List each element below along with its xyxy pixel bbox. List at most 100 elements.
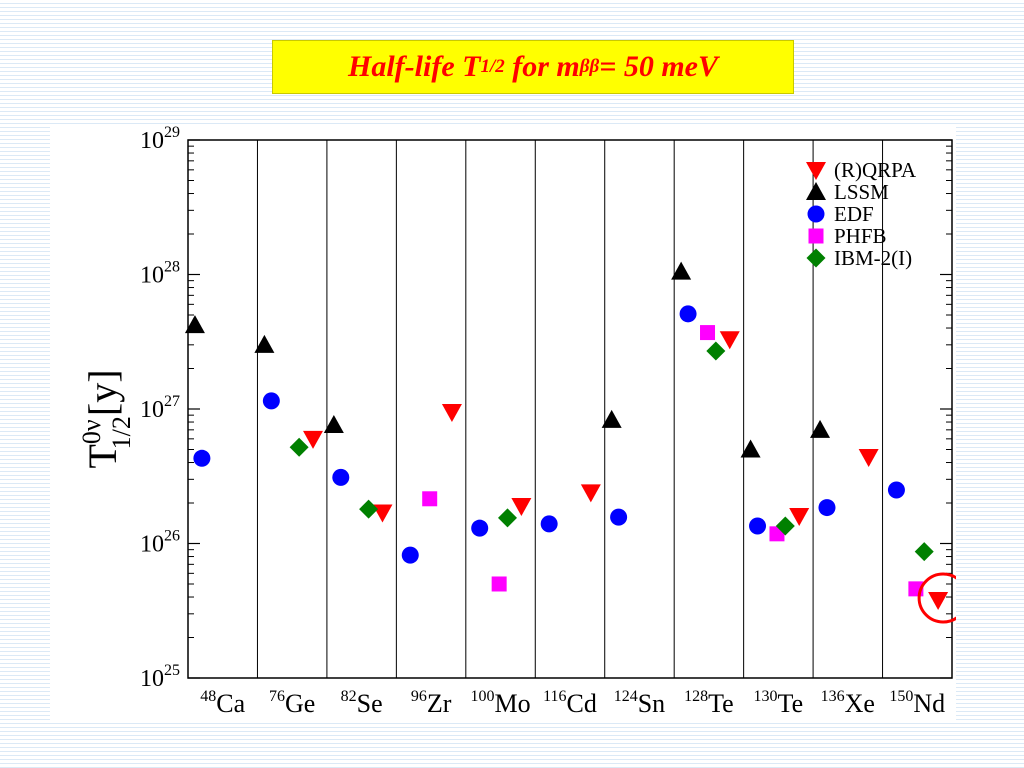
x-tick-mass: 124 — [614, 688, 638, 705]
plot-frame — [187, 139, 953, 679]
data-point — [671, 261, 692, 280]
data-point — [422, 491, 438, 507]
y-tick-exponent: 25 — [164, 662, 180, 679]
y-tick-exponent: 29 — [164, 124, 180, 141]
y-tick-base: 10 — [140, 397, 164, 423]
legend-marker — [806, 182, 826, 200]
x-tick-label: 76Ge — [269, 688, 315, 718]
x-tick-mass: 128 — [684, 688, 708, 705]
data-point — [679, 305, 697, 323]
y-tick-base: 10 — [140, 128, 164, 154]
y-tick-exponent: 28 — [164, 259, 180, 276]
data-point — [303, 430, 324, 449]
category-separators — [256, 140, 884, 678]
y-tick-base: 10 — [140, 263, 164, 289]
y-tick-exponent: 26 — [164, 528, 180, 545]
data-point — [254, 334, 275, 353]
data-point — [887, 481, 905, 499]
chart-panel: 1025 1026 1027 1028 1029 48Ca 76Ge 82Se 96Zr 100… — [50, 124, 956, 722]
y-tick-base: 10 — [140, 666, 164, 692]
data-point — [497, 508, 517, 528]
data-point — [601, 409, 622, 428]
x-tick-label: 96Zr — [411, 688, 452, 718]
y-axis-title: T0ν1/2[y] — [77, 369, 136, 468]
legend-marker — [806, 162, 826, 180]
y-axis-label: T0ν1/2[y] — [77, 369, 136, 468]
y-label-base: T — [80, 444, 125, 468]
title-subscript-beta: ββ — [579, 56, 600, 77]
x-tick-symbol: Nd — [913, 689, 945, 718]
data-point — [401, 546, 419, 564]
x-tick-symbol: Cd — [567, 689, 597, 718]
title-main: Half-life T — [348, 50, 481, 83]
data-point — [511, 498, 532, 517]
x-tick-label: 82Se — [341, 688, 383, 718]
data-point — [540, 515, 558, 533]
title-mid: for m — [504, 50, 580, 83]
legend-label: EDF — [834, 202, 874, 226]
legend-label: IBM-2(I) — [834, 246, 912, 270]
x-tick-labels: 48Ca 76Ge 82Se 96Zr 100Mo 116Cd 124Sn 128 Te 130T… — [200, 688, 945, 718]
data-point — [928, 592, 949, 611]
x-tick-label: 124Sn — [614, 688, 665, 718]
y-tick-label: 1027 — [140, 393, 180, 423]
data-point — [184, 315, 205, 334]
annotation — [917, 572, 956, 624]
data-point — [749, 517, 767, 535]
data-point — [580, 484, 601, 503]
y-label-subscript: 1/2 — [107, 416, 136, 449]
data-point — [610, 508, 628, 526]
data-point — [858, 448, 879, 467]
x-tick-mass: 76 — [269, 688, 285, 705]
data-point — [719, 331, 740, 350]
x-tick-label: 130Te — [754, 688, 804, 718]
data-point — [193, 449, 211, 467]
data-markers — [184, 261, 949, 611]
data-point — [706, 341, 726, 361]
x-tick-mass: 116 — [543, 688, 566, 705]
y-tick-label: 1026 — [140, 528, 180, 558]
y-tick-label: 1025 — [140, 662, 180, 692]
y-tick-label: 1028 — [140, 259, 180, 289]
x-tick-symbol: Xe — [845, 689, 875, 718]
x-tick-symbol: Ge — [285, 689, 315, 718]
data-point — [700, 325, 716, 341]
data-point — [775, 516, 795, 536]
x-tick-symbol: Ca — [216, 689, 245, 718]
legend-marker — [808, 228, 824, 244]
x-tick-symbol: Zr — [427, 689, 452, 718]
x-tick-mass: 150 — [889, 688, 913, 705]
legend-marker — [806, 248, 826, 268]
highlight-circle — [917, 572, 956, 624]
x-tick-mass: 96 — [411, 688, 427, 705]
x-tick-label: 136Xe — [821, 688, 875, 718]
x-tick-mass: 130 — [754, 688, 778, 705]
data-point — [289, 437, 309, 457]
data-point — [471, 519, 489, 537]
data-point — [491, 576, 507, 592]
data-point — [818, 499, 836, 517]
data-point — [359, 499, 379, 519]
data-point — [789, 508, 810, 527]
x-tick-mass: 48 — [200, 688, 216, 705]
x-tick-symbol: Te — [778, 689, 804, 718]
data-point — [740, 439, 761, 458]
legend-label: PHFB — [834, 224, 887, 248]
data-point — [441, 403, 462, 422]
legend-label: LSSM — [834, 180, 889, 204]
x-tick-symbol: Se — [357, 689, 383, 718]
x-tick-label: 48Ca — [200, 688, 245, 718]
y-tick-base: 10 — [140, 532, 164, 558]
legend-label: (R)QRPA — [834, 158, 917, 182]
x-tick-label: 100Mo — [470, 688, 530, 718]
title-subscript: 1/2 — [480, 56, 505, 77]
y-label-superscript: 0ν — [77, 419, 106, 444]
y-tick-label: 1029 — [140, 124, 180, 154]
data-point — [914, 542, 934, 562]
legend-marker — [807, 205, 825, 223]
data-point — [810, 419, 831, 438]
x-tick-symbol: Sn — [638, 689, 665, 718]
